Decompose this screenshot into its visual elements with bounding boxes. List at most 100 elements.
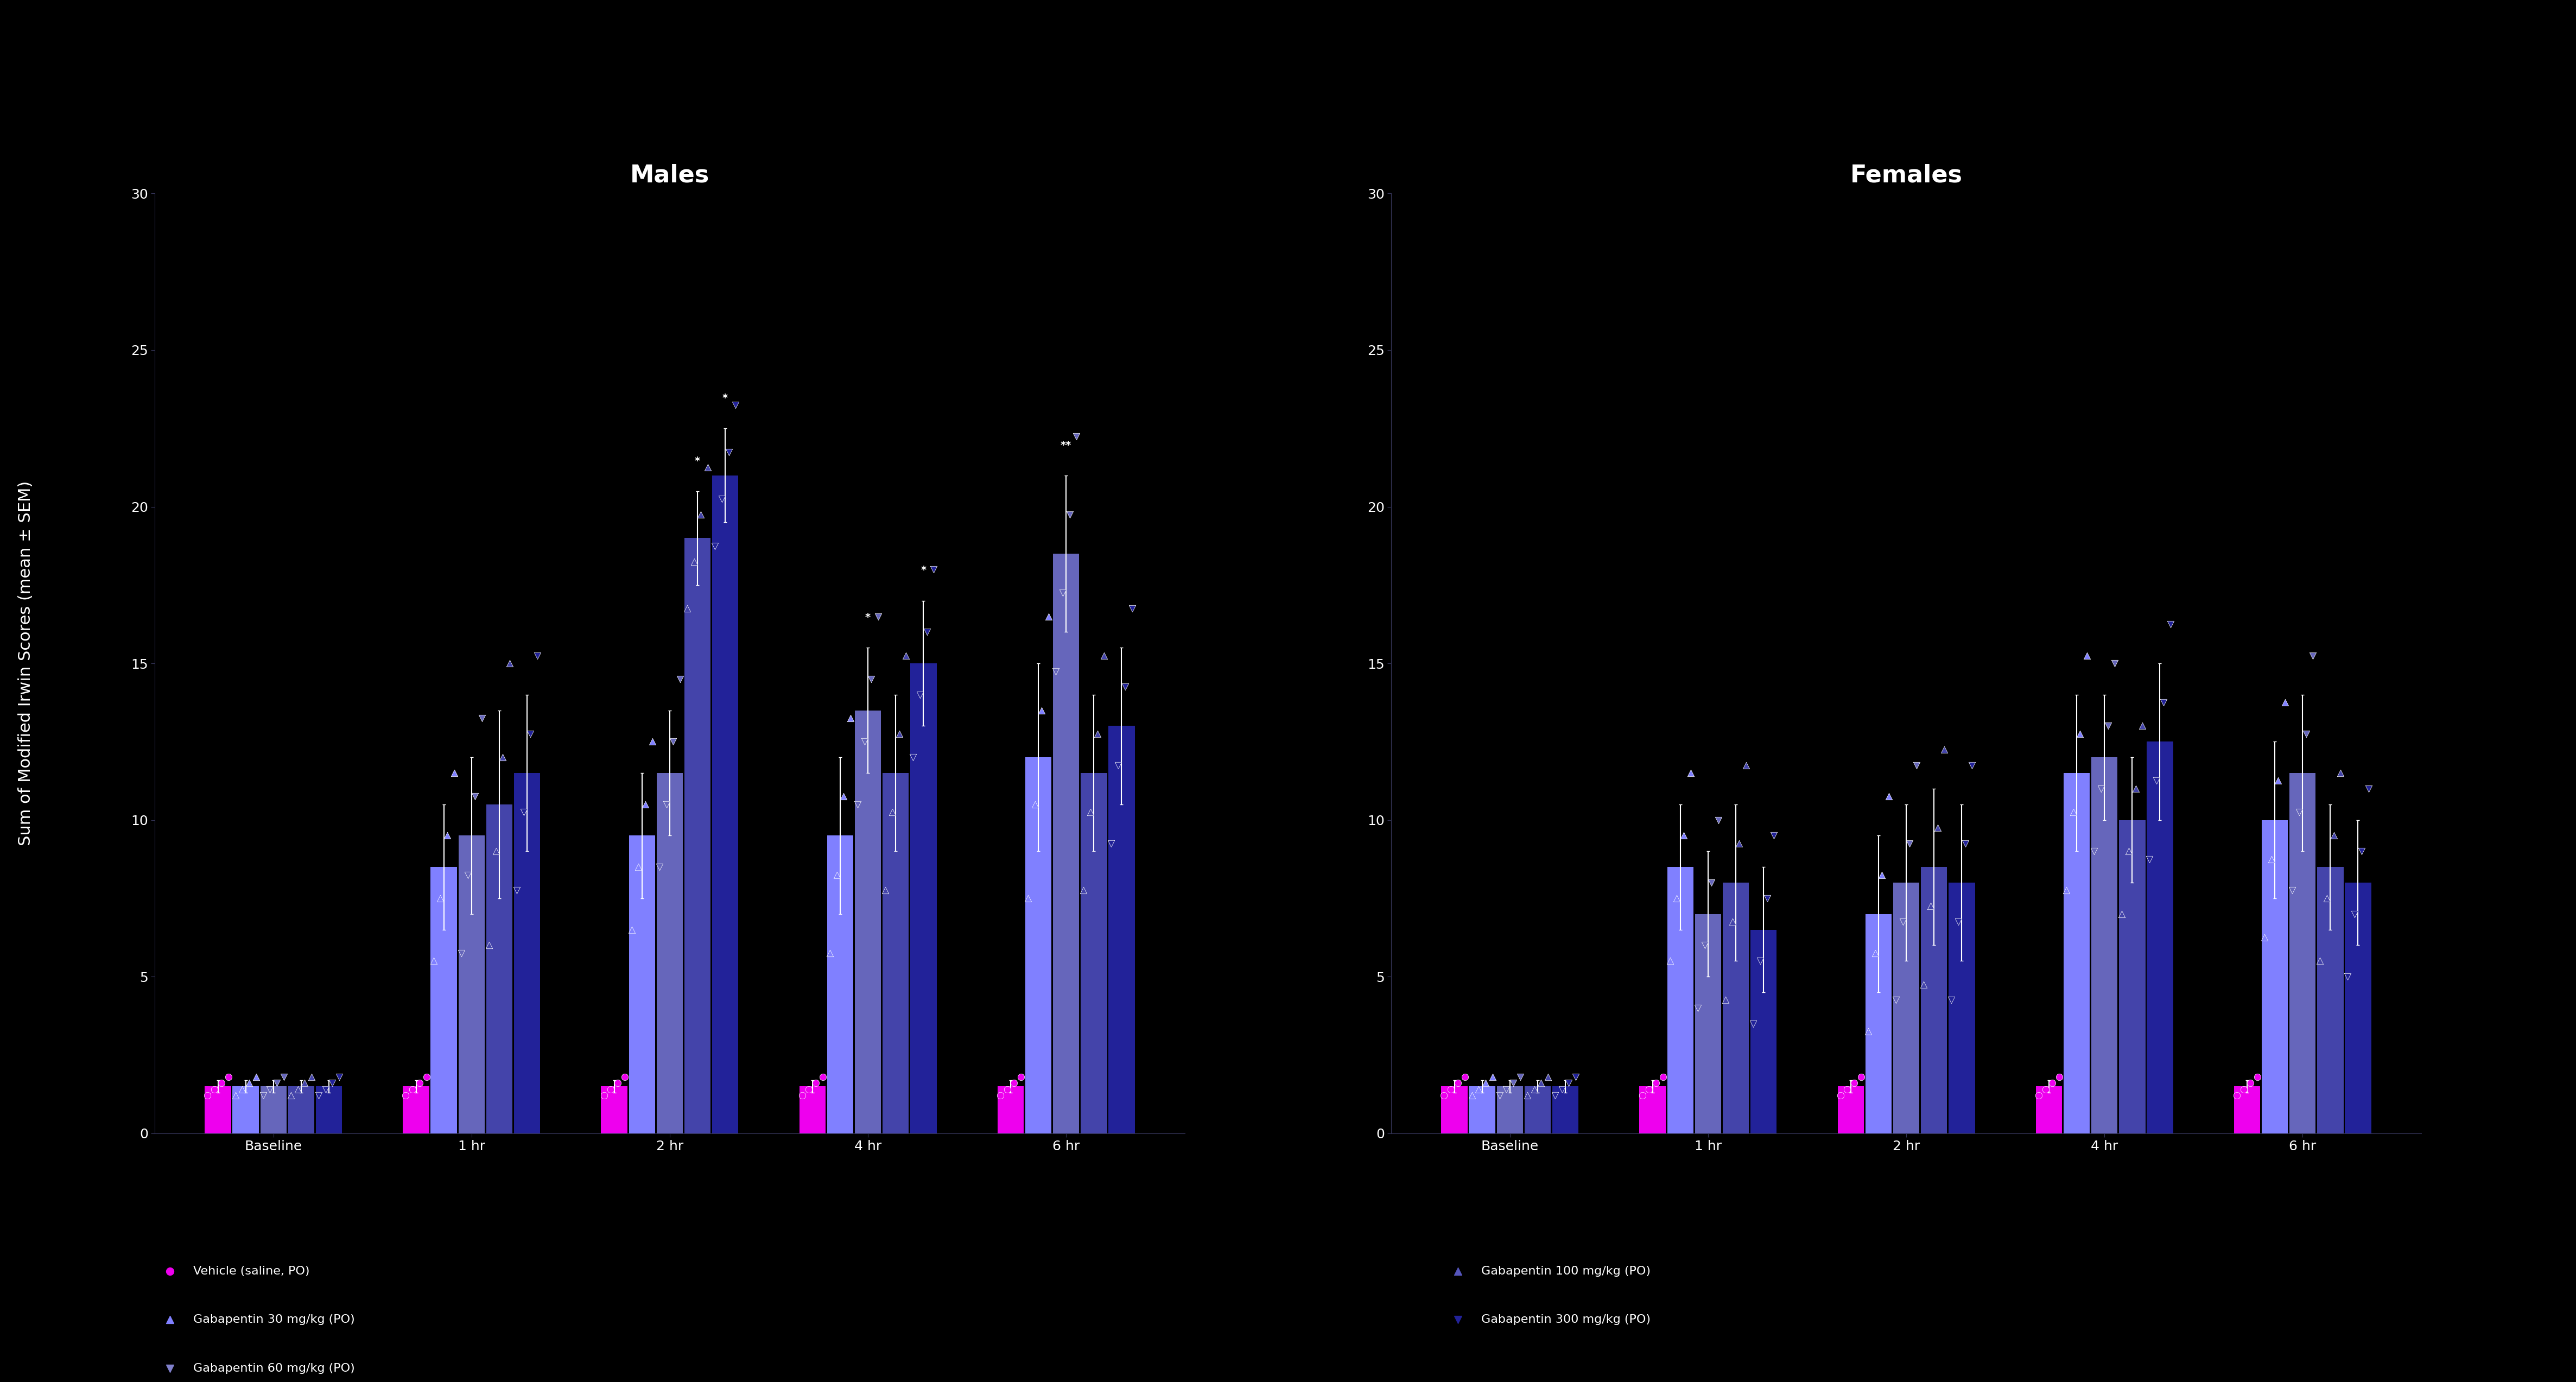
Point [1953, 755, 1994, 777]
Point [477, 840, 518, 862]
Point [1458, 1078, 1499, 1100]
Point [2300, 949, 2342, 972]
Point [2032, 1072, 2074, 1095]
Point [2215, 1085, 2257, 1107]
Bar [515, 773, 541, 1133]
Point [2115, 778, 2156, 800]
Point [193, 1078, 234, 1100]
Point [886, 644, 927, 666]
Point [659, 668, 701, 690]
Point [1888, 832, 1929, 854]
Bar [909, 663, 938, 1133]
Point [250, 1078, 291, 1100]
Point [2326, 966, 2367, 988]
Point [440, 943, 482, 965]
Point [631, 731, 672, 753]
Point [652, 731, 693, 753]
Point [1471, 1066, 1512, 1088]
Point [1015, 793, 1056, 815]
Point [1520, 1072, 1561, 1095]
Point [871, 802, 912, 824]
Point [1540, 1078, 1582, 1100]
Point [672, 550, 714, 572]
Point [639, 855, 680, 878]
Point [907, 621, 948, 643]
Point [304, 1078, 345, 1100]
Point [858, 605, 899, 627]
Bar [629, 836, 654, 1133]
Point [1007, 887, 1048, 909]
Point [2272, 879, 2313, 901]
Point [2334, 902, 2375, 925]
Point [1486, 1078, 1528, 1100]
Point [209, 1066, 250, 1088]
Bar [1443, 1086, 1468, 1133]
Title: Males: Males [631, 163, 708, 187]
Point [392, 1078, 433, 1100]
Point [1713, 911, 1754, 933]
Bar [1947, 883, 1976, 1133]
Text: Gabapentin 60 mg/kg (PO): Gabapentin 60 mg/kg (PO) [193, 1363, 355, 1374]
Point [518, 644, 559, 666]
Point [1056, 426, 1097, 448]
Point [2151, 614, 2192, 636]
Point [1437, 1260, 1479, 1282]
Bar [317, 1086, 343, 1133]
Point [448, 864, 489, 886]
Point [291, 1066, 332, 1088]
Point [1430, 1078, 1471, 1100]
Point [1690, 872, 1731, 894]
Point [2094, 652, 2136, 674]
Bar [1723, 883, 1749, 1133]
Point [2053, 802, 2094, 824]
Point [1826, 1078, 1868, 1100]
Point [987, 1078, 1028, 1100]
Bar [1837, 1086, 1865, 1133]
Point [428, 825, 469, 847]
Bar [600, 1086, 629, 1133]
Point [1862, 864, 1904, 886]
Point [1507, 1085, 1548, 1107]
Bar [402, 1086, 430, 1133]
Bar [2063, 773, 2089, 1133]
Point [1932, 990, 1973, 1012]
Point [1048, 503, 1090, 525]
Point [1077, 723, 1118, 745]
Point [1528, 1066, 1569, 1088]
Point [2045, 879, 2087, 901]
Point [1705, 990, 1747, 1012]
Bar [855, 710, 881, 1133]
Point [667, 597, 708, 619]
Point [1535, 1085, 1577, 1107]
Bar [430, 867, 456, 1133]
Point [2123, 714, 2164, 737]
Point [2342, 840, 2383, 862]
Point [1937, 911, 1978, 933]
Point [1494, 1072, 1535, 1095]
Point [1643, 1066, 1685, 1088]
Point [1734, 1013, 1775, 1035]
Bar [1497, 1086, 1522, 1133]
Point [2251, 849, 2293, 871]
Point [2285, 723, 2326, 745]
Point [696, 535, 737, 557]
Bar [2344, 883, 2372, 1133]
Point [2143, 691, 2184, 713]
Point [837, 793, 878, 815]
Point [1064, 879, 1105, 901]
Point [482, 746, 523, 768]
Bar [1468, 1086, 1497, 1133]
Text: **: ** [1061, 439, 1072, 451]
Point [420, 887, 461, 909]
Point [201, 1072, 242, 1095]
Point [1450, 1085, 1492, 1107]
Point [2223, 1078, 2264, 1100]
Point [2136, 770, 2177, 792]
Point [817, 864, 858, 886]
Point [242, 1085, 283, 1107]
Point [1479, 1085, 1520, 1107]
Point [1834, 1072, 1875, 1095]
Point [1945, 832, 1986, 854]
Point [2087, 714, 2128, 737]
Point [149, 1357, 191, 1379]
